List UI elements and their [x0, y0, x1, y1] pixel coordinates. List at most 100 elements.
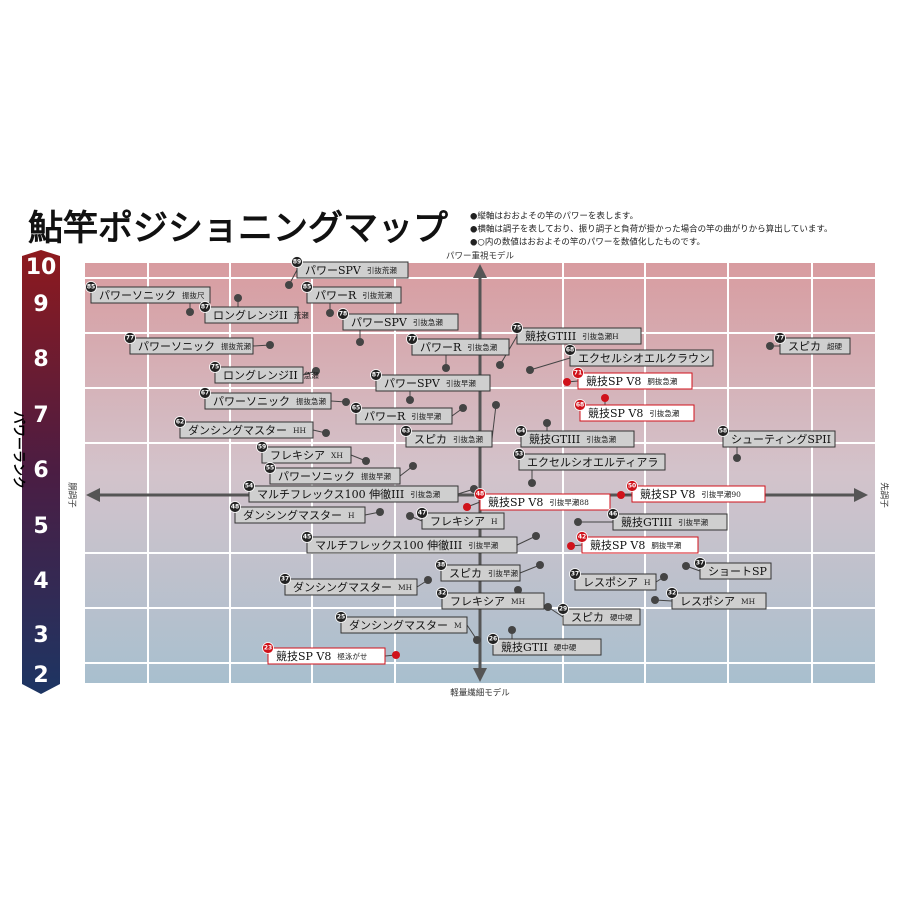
label-text: パワーソニック 振抜早瀬 — [278, 470, 391, 483]
item-detail: HH — [293, 426, 307, 435]
label-box — [722, 430, 836, 448]
label-box — [492, 638, 602, 656]
label-text: パワーソニック 振抜荒瀬 — [138, 340, 251, 353]
label-box — [411, 338, 510, 356]
point — [617, 491, 625, 499]
label-box — [234, 506, 366, 524]
power-value: 45 — [303, 534, 311, 541]
label-box — [581, 536, 699, 554]
rank-title: パワーランク — [11, 411, 26, 489]
item-detail: 引抜早瀬 — [411, 411, 441, 421]
power-value: 89 — [293, 259, 301, 266]
label-text: マルチフレックス100 伸徹III 引抜急瀬 — [257, 487, 441, 501]
item-detail: 引抜早瀬 — [446, 378, 476, 388]
point — [342, 398, 350, 406]
label-box — [699, 562, 772, 580]
label-box — [355, 407, 453, 425]
point — [266, 341, 274, 349]
item-detail: 引抜急瀬H — [582, 331, 619, 341]
power-badge — [291, 256, 303, 268]
label-box — [204, 392, 332, 410]
power-badge — [607, 508, 619, 520]
power-badge — [574, 399, 586, 411]
label-box — [421, 512, 505, 530]
power-value: 37 — [571, 571, 579, 578]
power-badge — [301, 531, 313, 543]
label-text: ロングレンジII 急瀬 — [223, 368, 319, 382]
item-name: スピカ — [788, 340, 821, 353]
item-name: ロングレンジII — [213, 308, 288, 322]
label-text: フレキシア H — [430, 515, 498, 528]
item-detail: 引抜早瀬88 — [549, 497, 589, 507]
label-text: パワーSPV 引抜急瀬 — [351, 316, 443, 329]
item-detail: MH — [511, 597, 526, 606]
label-text: スピカ 超硬 — [788, 340, 842, 353]
power-value: 75 — [513, 325, 521, 332]
rank-label: 2 — [33, 663, 48, 688]
item-detail: M — [454, 621, 462, 630]
label-box — [179, 421, 314, 439]
item-name: パワーソニック — [138, 340, 215, 353]
item-detail: 引抜急瀬 — [413, 317, 443, 327]
item-detail: MH — [398, 583, 413, 592]
rank-label: 7 — [33, 403, 48, 428]
axis-right: 先調子 — [879, 482, 890, 508]
item-detail: 振抜尺 — [182, 290, 205, 300]
item-name: パワーSPV — [384, 377, 441, 390]
label-box — [267, 647, 386, 665]
point — [532, 532, 540, 540]
item-detail: 引抜急瀬 — [649, 408, 679, 418]
item-detail: 引抜荒瀬 — [362, 290, 392, 300]
label-text: パワーソニック 振抜急瀬 — [213, 395, 326, 408]
item-detail: H — [491, 517, 498, 526]
power-value: 87 — [372, 372, 380, 379]
label-text: ロングレンジII 荒瀬 — [213, 308, 309, 322]
rank-label: 10 — [26, 255, 57, 280]
item-name: レスポシア — [680, 595, 735, 608]
point — [392, 651, 400, 659]
label-box — [574, 573, 657, 591]
label-text: レスポシア H — [583, 576, 651, 589]
power-badge — [209, 361, 221, 373]
item-detail: 引抜荒瀬 — [367, 265, 397, 275]
item-name: ショートSP — [708, 565, 768, 578]
label-text: フレキシア XH — [270, 449, 343, 462]
item-name: 競技SP V8 — [276, 649, 331, 663]
power-badge — [337, 308, 349, 320]
item-detail: 引抜急瀬 — [467, 342, 497, 352]
label-box — [579, 404, 695, 422]
label-text: フレキシア MH — [450, 595, 526, 608]
label-text: エクセルシオエルティアラ — [527, 456, 658, 469]
power-badge — [301, 281, 313, 293]
connector — [529, 357, 571, 371]
links — [186, 269, 780, 659]
power-badge — [487, 633, 499, 645]
label-text: 競技GTII 硬中硬 — [501, 640, 577, 654]
label-text: パワーR 引抜荒瀬 — [315, 289, 393, 302]
label-box — [306, 286, 402, 304]
point — [362, 457, 370, 465]
point — [733, 454, 741, 462]
point — [496, 361, 504, 369]
title: 鮎竿ポジショニングマップ — [28, 208, 448, 249]
label-box — [204, 306, 299, 324]
label-box — [577, 372, 693, 390]
label-box — [520, 430, 635, 448]
rank-label: 8 — [33, 347, 48, 372]
label-text: パワーソニック 振抜尺 — [99, 289, 205, 302]
power-value: 58 — [719, 428, 727, 435]
item-name: 競技SP V8 — [488, 495, 543, 509]
label-box — [516, 327, 642, 345]
label-text: 競技SP V8 引抜早瀬90 — [640, 487, 741, 501]
label-box — [562, 608, 641, 626]
item-name: 競技SP V8 — [590, 538, 645, 552]
point — [285, 281, 293, 289]
item-name: パワーR — [420, 341, 462, 354]
item-detail: 引抜急瀬 — [410, 489, 440, 499]
item-name: マルチフレックス100 伸徹III — [315, 538, 462, 552]
item-detail: 超硬 — [827, 342, 842, 351]
power-value: 53 — [515, 451, 523, 458]
point — [543, 419, 551, 427]
